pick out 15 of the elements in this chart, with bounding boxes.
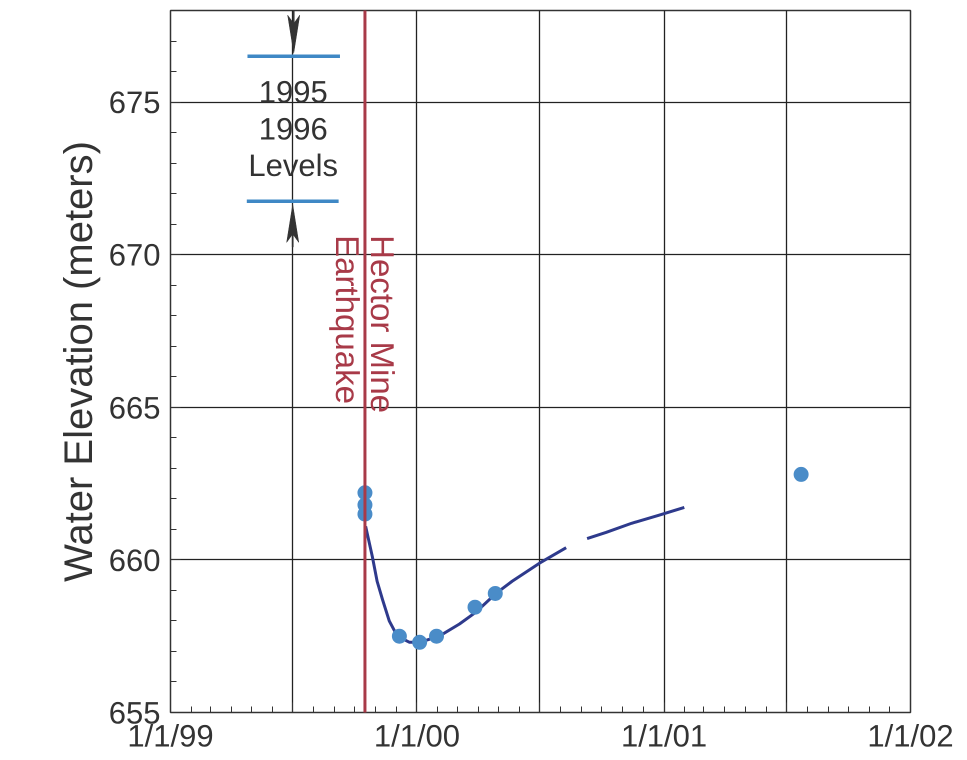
ref-line-label: Hector Mine Earthquake bbox=[328, 235, 402, 414]
y-tick-label: 675 bbox=[108, 85, 161, 120]
point bbox=[429, 628, 444, 644]
x-tick-label: 1/1/02 bbox=[867, 718, 954, 754]
point bbox=[794, 466, 809, 482]
point bbox=[488, 586, 503, 601]
y-tick-label: 670 bbox=[108, 238, 161, 273]
point bbox=[392, 628, 407, 644]
point bbox=[412, 634, 428, 650]
y-tick-label: 660 bbox=[108, 542, 161, 578]
y-tick-label: 665 bbox=[108, 390, 161, 426]
x-tick-label: 1/1/00 bbox=[374, 718, 460, 754]
point bbox=[468, 600, 483, 615]
x-tick-label: 1/1/01 bbox=[620, 718, 708, 754]
y-axis-title: Water Elevation (meters) bbox=[56, 141, 101, 582]
